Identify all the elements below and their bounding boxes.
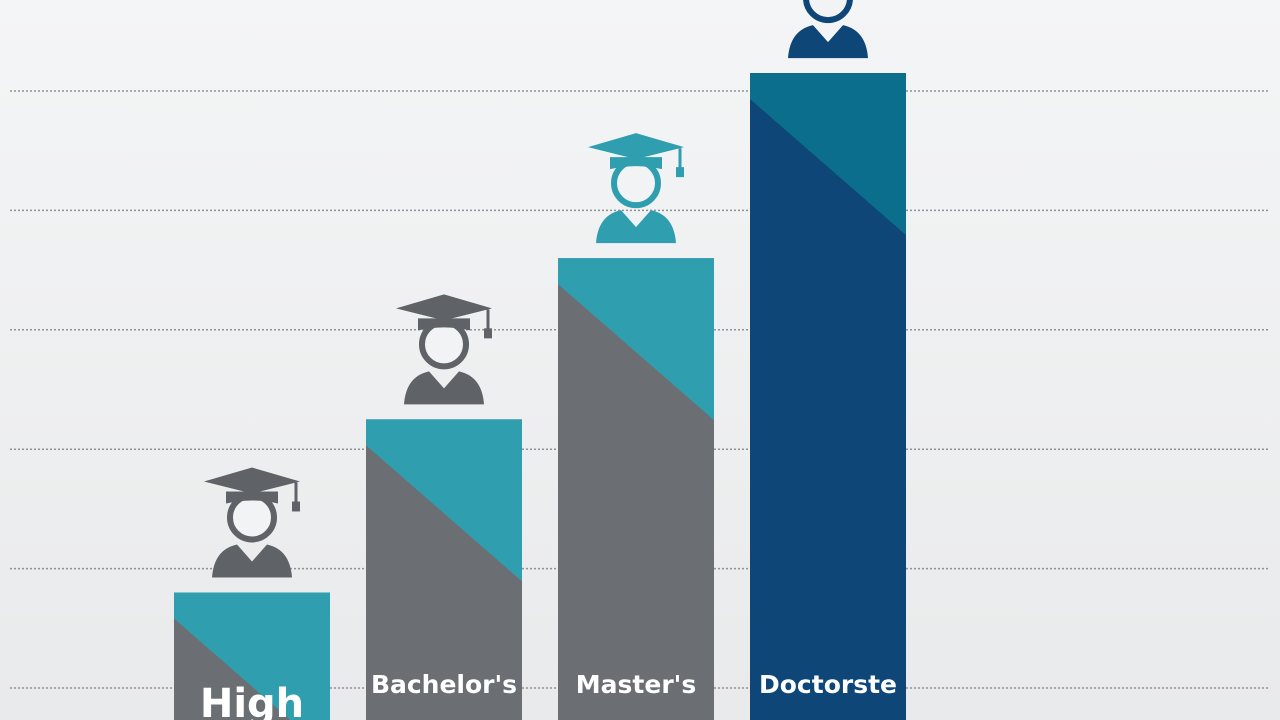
- icon-head: [611, 158, 661, 209]
- bar-accent: [750, 73, 906, 236]
- graduate-icon: [788, 0, 868, 59]
- graduate-icon: [396, 294, 492, 405]
- icon-tassel-end: [676, 167, 684, 178]
- graduate-icon: [588, 133, 684, 244]
- bar-accent: [174, 592, 330, 720]
- icon-head: [227, 492, 277, 543]
- icon-head: [803, 0, 853, 24]
- icon-cap-base: [610, 157, 662, 170]
- category-label: Bachelor's: [371, 670, 517, 699]
- icon-cap-base: [418, 318, 470, 331]
- bar-accent: [558, 258, 714, 421]
- category-label: High: [200, 681, 304, 720]
- icon-shoulders: [404, 371, 484, 405]
- icon-cap: [396, 294, 492, 321]
- icon-cap: [588, 133, 684, 160]
- category-label: Doctorste: [759, 670, 897, 699]
- icon-shoulders: [212, 544, 292, 578]
- icon-shoulders: [596, 210, 676, 244]
- graduate-icon: [204, 467, 300, 578]
- category-label: Master's: [576, 670, 696, 699]
- icon-tassel-end: [484, 328, 492, 339]
- icon-tassel-end: [292, 501, 300, 512]
- icon-shoulders: [788, 25, 868, 59]
- icon-cap: [204, 467, 300, 494]
- icon-cap-base: [226, 491, 278, 504]
- icon-head: [419, 319, 469, 370]
- bar-accent: [366, 419, 522, 582]
